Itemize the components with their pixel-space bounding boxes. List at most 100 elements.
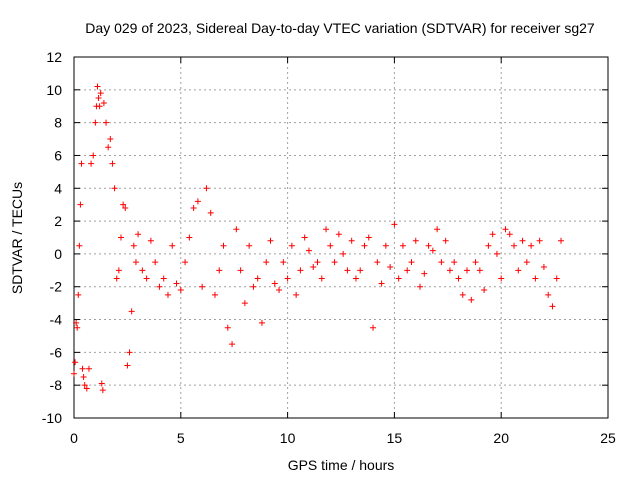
data-point [113, 275, 120, 282]
data-point [111, 185, 118, 192]
data-point [199, 283, 206, 290]
data-point [124, 362, 131, 369]
y-tick-label: -10 [42, 410, 62, 426]
data-point [203, 185, 210, 192]
data-point [271, 280, 278, 287]
data-point [267, 237, 274, 244]
data-point [523, 259, 530, 266]
data-point [122, 204, 129, 211]
data-point [476, 267, 483, 274]
y-tick-label: 2 [54, 213, 62, 229]
data-point [528, 242, 535, 249]
data-point [305, 247, 312, 254]
data-point [90, 152, 97, 159]
plot-frame [73, 56, 609, 419]
data-point [468, 296, 475, 303]
data-point [297, 267, 304, 274]
data-point [536, 237, 543, 244]
data-point [540, 264, 547, 271]
data-point [99, 387, 106, 394]
data-point [186, 234, 193, 241]
data-point [301, 234, 308, 241]
data-point [237, 267, 244, 274]
data-point [391, 221, 398, 228]
data-point [425, 242, 432, 249]
data-point [553, 275, 560, 282]
data-point [365, 234, 372, 241]
data-point [130, 242, 137, 249]
y-tick-label: -8 [50, 377, 63, 393]
data-point [164, 291, 171, 298]
x-tick-label: 25 [600, 430, 616, 446]
data-point [446, 267, 453, 274]
data-point [81, 382, 88, 389]
x-tick-label: 5 [177, 430, 185, 446]
y-tick-label: 0 [54, 246, 62, 262]
data-point [314, 259, 321, 266]
data-point [132, 259, 139, 266]
data-point [79, 365, 86, 372]
data-point [370, 324, 377, 331]
y-tick-label: 12 [46, 49, 62, 65]
data-point [194, 198, 201, 205]
data-point [532, 275, 539, 282]
data-point [211, 291, 218, 298]
data-point [75, 291, 82, 298]
data-point [511, 242, 518, 249]
data-point [382, 242, 389, 249]
data-points [71, 83, 565, 394]
data-point [115, 267, 122, 274]
data-point [207, 209, 214, 216]
data-point [254, 275, 261, 282]
data-point [94, 83, 101, 90]
data-point [109, 160, 116, 167]
data-point [182, 259, 189, 266]
x-tick-label: 0 [70, 430, 78, 446]
data-point [152, 259, 159, 266]
data-point [493, 250, 500, 257]
data-point [498, 275, 505, 282]
data-point [331, 259, 338, 266]
data-point [103, 119, 110, 126]
data-point [361, 242, 368, 249]
data-point [515, 267, 522, 274]
data-point [126, 349, 133, 356]
data-point [80, 373, 87, 380]
data-point [357, 267, 364, 274]
data-point [98, 380, 105, 387]
y-tick-label: 8 [54, 115, 62, 131]
data-point [177, 287, 184, 294]
axis-ticks [73, 56, 609, 419]
data-point [190, 204, 197, 211]
data-point [408, 259, 415, 266]
y-tick-label: 4 [54, 180, 62, 196]
data-point [229, 341, 236, 348]
data-point [310, 264, 317, 271]
y-tick-labels: -10 -8 -6 -4 -2 0 2 4 6 8 10 12 [42, 49, 62, 426]
grid [74, 57, 608, 418]
data-point [147, 237, 154, 244]
data-point [160, 275, 167, 282]
data-point [95, 95, 102, 102]
data-point [344, 267, 351, 274]
data-point [85, 365, 92, 372]
y-tick-label: 6 [54, 147, 62, 163]
data-point [173, 280, 180, 287]
data-point [404, 267, 411, 274]
data-point [71, 370, 77, 377]
x-tick-label: 20 [493, 430, 509, 446]
data-point [438, 259, 445, 266]
data-point [135, 231, 142, 238]
data-point [250, 283, 257, 290]
data-point [96, 103, 103, 110]
data-point [489, 231, 496, 238]
x-tick-labels: 0 5 10 15 20 25 [70, 430, 616, 446]
data-point [348, 237, 355, 244]
y-tick-label: -4 [50, 312, 63, 328]
chart-title: Day 029 of 2023, Sidereal Day-to-day VTE… [85, 20, 595, 36]
y-tick-label: -6 [50, 344, 63, 360]
data-point [107, 136, 114, 143]
data-point [220, 242, 227, 249]
data-point [549, 303, 556, 310]
data-point [276, 287, 283, 294]
